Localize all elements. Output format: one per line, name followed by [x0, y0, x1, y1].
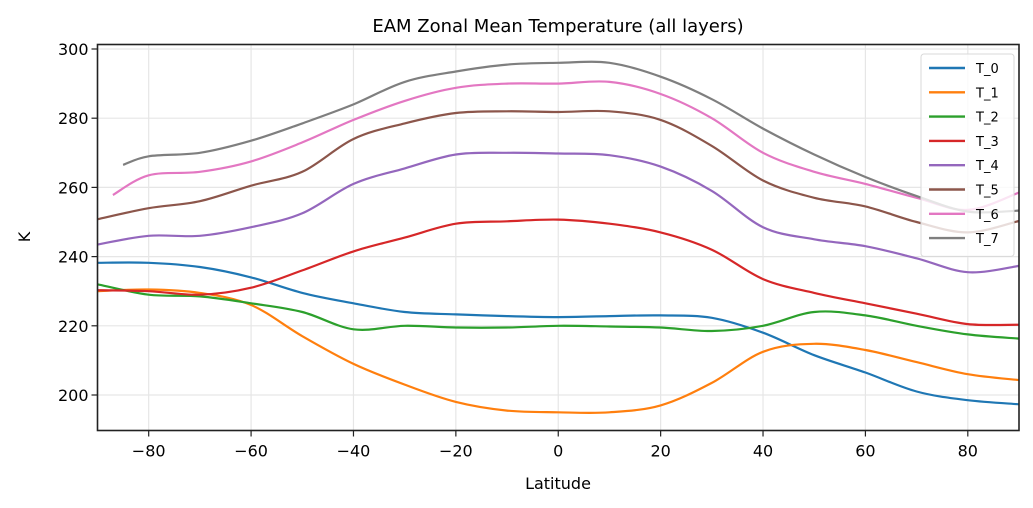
chart-title: EAM Zonal Mean Temperature (all layers) [372, 16, 743, 37]
y-tick-label: 280 [58, 109, 89, 128]
legend-label: T_1 [975, 86, 999, 101]
x-tick-label: 20 [650, 442, 670, 461]
series-line-t-0 [97, 261, 1020, 406]
series-line-t-3 [97, 218, 1020, 327]
x-axis: −80 −60 −40 −20 0 20 40 60 80 [132, 430, 978, 461]
legend-label: T_3 [975, 135, 999, 150]
legend-label: T_4 [975, 159, 999, 174]
x-tick-label: −80 [132, 442, 166, 461]
x-tick-label: −40 [337, 442, 371, 461]
y-tick-label: 240 [58, 248, 89, 267]
y-tick-label: 300 [58, 40, 89, 59]
grid [97, 44, 1019, 431]
legend: T_0 T_1 T_2 T_3 T_4 T_5 T_6 T_7 [920, 53, 1015, 257]
y-axis: 200 220 240 260 280 300 [58, 40, 98, 405]
series-line-t-1 [97, 288, 1020, 415]
x-tick-label: 80 [958, 442, 978, 461]
x-tick-label: 40 [753, 442, 773, 461]
x-axis-label: Latitude [525, 474, 591, 493]
legend-label: T_0 [975, 62, 999, 77]
legend-box [920, 53, 1015, 257]
y-tick-label: 200 [58, 386, 89, 405]
y-axis-label: K [15, 231, 34, 242]
x-tick-label: 60 [855, 442, 875, 461]
x-tick-label: −20 [439, 442, 473, 461]
x-tick-label: −60 [234, 442, 268, 461]
series-line-t-6 [112, 80, 1020, 212]
legend-label: T_6 [975, 208, 999, 223]
legend-label: T_2 [975, 111, 999, 126]
legend-label: T_5 [975, 184, 999, 199]
series-line-t-5 [97, 109, 1020, 234]
y-tick-label: 220 [58, 317, 89, 336]
series-line-t-4 [97, 151, 1020, 274]
x-tick-label: 0 [553, 442, 563, 461]
y-tick-label: 260 [58, 178, 89, 197]
legend-label: T_7 [975, 232, 999, 247]
series-line-t-7 [122, 60, 1020, 214]
series-line-t-2 [97, 283, 1020, 340]
series-group [97, 60, 1020, 415]
